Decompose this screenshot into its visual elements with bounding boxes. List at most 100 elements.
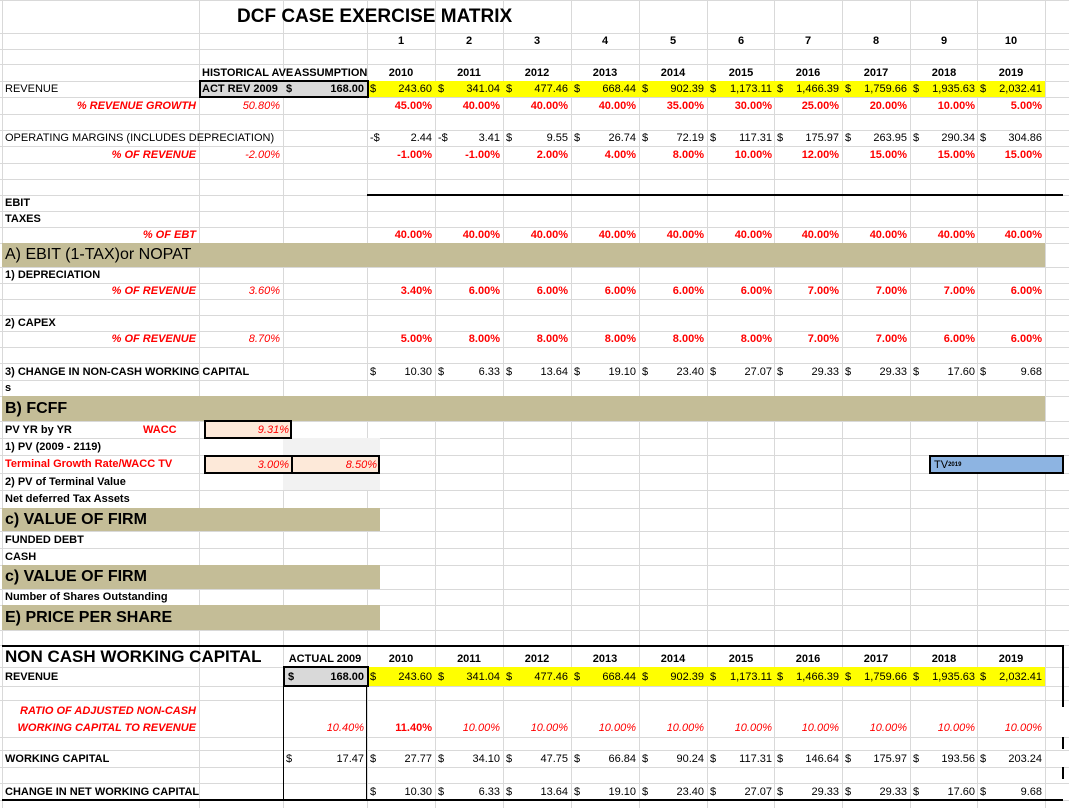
tax-pct-cell[interactable]: 40.00% (394, 229, 432, 241)
capex-pct-cell[interactable]: 7.00% (807, 333, 839, 345)
change-nwc-cell[interactable]: $10.30 (367, 783, 435, 800)
capex-pct-cell[interactable]: 8.00% (468, 333, 500, 345)
tax-pct-cell[interactable]: 40.00% (598, 229, 636, 241)
wacc-tv-input[interactable]: 8.50% (345, 458, 377, 471)
growth-cell[interactable]: 25.00% (801, 99, 839, 112)
depreciation-pct-cell[interactable]: 7.00% (875, 285, 907, 297)
op-pct-cell[interactable]: 8.00% (672, 148, 704, 161)
ncwc-actual-revenue[interactable]: $168.00 (285, 667, 367, 686)
revenue-cell[interactable]: $1,759.66 (842, 81, 910, 97)
operating-margin-cell[interactable]: $263.95 (842, 130, 910, 146)
change-ncwc-cell[interactable]: $9.68 (977, 363, 1045, 380)
ncwc-revenue-cell[interactable]: $2,032.41 (977, 667, 1045, 686)
ncwc-revenue-cell[interactable]: $341.04 (435, 667, 503, 686)
growth-cell[interactable]: 40.00% (598, 99, 636, 112)
ratio-cell[interactable]: 10.00% (462, 721, 500, 734)
op-pct-historical[interactable]: -2.00% (245, 148, 280, 161)
op-pct-cell[interactable]: -1.00% (397, 148, 432, 161)
working-capital-cell[interactable]: $117.31 (707, 750, 775, 767)
operating-margin-cell[interactable]: $117.31 (707, 130, 775, 146)
change-nwc-cell[interactable]: $29.33 (842, 783, 910, 800)
op-pct-cell[interactable]: 15.00% (1004, 148, 1042, 161)
tax-pct-cell[interactable]: 40.00% (801, 229, 839, 241)
tv-2019-cell[interactable]: TV 2019 (929, 455, 1064, 474)
change-ncwc-cell[interactable]: $19.10 (571, 363, 639, 380)
tax-pct-cell[interactable]: 40.00% (869, 229, 907, 241)
working-capital-cell[interactable]: $193.56 (910, 750, 978, 767)
tax-pct-cell[interactable]: 40.00% (462, 229, 500, 241)
growth-cell[interactable]: 40.00% (530, 99, 568, 112)
depreciation-pct-cell[interactable]: 6.00% (672, 285, 704, 297)
ratio-cell[interactable]: 10.00% (937, 721, 975, 734)
change-ncwc-cell[interactable]: $10.30 (367, 363, 435, 380)
operating-margin-cell[interactable]: $304.86 (977, 130, 1045, 146)
operating-margin-cell[interactable]: $175.97 (774, 130, 842, 146)
change-ncwc-cell[interactable]: $6.33 (435, 363, 503, 380)
act-rev-box[interactable] (199, 80, 369, 98)
capex-pct-cell[interactable]: 7.00% (875, 333, 907, 345)
depreciation-pct-cell[interactable]: 6.00% (536, 285, 568, 297)
revenue-cell[interactable]: $243.60 (367, 81, 435, 97)
depreciation-pct-cell[interactable]: 6.00% (468, 285, 500, 297)
operating-margin-cell[interactable]: $9.55 (503, 130, 571, 146)
ratio-actual[interactable]: 10.40% (326, 721, 364, 734)
ratio-cell[interactable]: 10.00% (734, 721, 772, 734)
capex-pct-cell[interactable]: 8.00% (740, 333, 772, 345)
revenue-cell[interactable]: $477.46 (503, 81, 571, 97)
wacc-input[interactable]: 9.31% (257, 423, 289, 436)
ncwc-revenue-cell[interactable]: $902.39 (639, 667, 707, 686)
capex-pct-cell[interactable]: 8.00% (672, 333, 704, 345)
growth-cell[interactable]: 45.00% (394, 99, 432, 112)
change-nwc-cell[interactable]: $29.33 (774, 783, 842, 800)
growth-cell[interactable]: 5.00% (1010, 99, 1042, 112)
working-capital-actual[interactable]: $17.47 (283, 750, 367, 767)
operating-margin-cell[interactable]: $290.34 (910, 130, 978, 146)
ncwc-revenue-cell[interactable]: $668.44 (571, 667, 639, 686)
op-pct-cell[interactable]: 2.00% (536, 148, 568, 161)
revenue-cell[interactable]: $1,935.63 (910, 81, 978, 97)
tax-pct-cell[interactable]: 40.00% (1004, 229, 1042, 241)
ratio-cell[interactable]: 10.00% (666, 721, 704, 734)
working-capital-cell[interactable]: $203.24 (977, 750, 1045, 767)
ratio-cell[interactable]: 10.00% (1004, 721, 1042, 734)
op-pct-cell[interactable]: 12.00% (801, 148, 839, 161)
change-nwc-cell[interactable]: $6.33 (435, 783, 503, 800)
ratio-cell[interactable]: 10.00% (801, 721, 839, 734)
wacc-input-box[interactable] (204, 420, 292, 439)
capex-pct-cell[interactable]: 5.00% (400, 333, 432, 345)
change-ncwc-cell[interactable]: $23.40 (639, 363, 707, 380)
ncwc-actual-revenue-box[interactable] (283, 666, 369, 687)
revenue-cell[interactable]: $1,173.11 (707, 81, 775, 97)
growth-cell[interactable]: 40.00% (462, 99, 500, 112)
op-pct-cell[interactable]: -1.00% (465, 148, 500, 161)
stray-text-cell[interactable]: s (5, 382, 12, 394)
depreciation-pct-cell[interactable]: 3.40% (400, 285, 432, 297)
growth-cell[interactable]: 20.00% (869, 99, 907, 112)
working-capital-cell[interactable]: $34.10 (435, 750, 503, 767)
change-ncwc-cell[interactable]: $17.60 (910, 363, 978, 380)
growth-cell[interactable]: 10.00% (937, 99, 975, 112)
ncwc-revenue-cell[interactable]: $1,173.11 (707, 667, 775, 686)
capex-pct-cell[interactable]: 6.00% (1010, 333, 1042, 345)
revenue-cell[interactable]: $668.44 (571, 81, 639, 97)
revenue-cell[interactable]: $902.39 (639, 81, 707, 97)
change-nwc-cell[interactable]: $19.10 (571, 783, 639, 800)
ncwc-revenue-cell[interactable]: $1,466.39 (774, 667, 842, 686)
working-capital-cell[interactable]: $66.84 (571, 750, 639, 767)
ncwc-revenue-cell[interactable]: $1,759.66 (842, 667, 910, 686)
depreciation-historical[interactable]: 3.60% (248, 285, 280, 297)
operating-margin-cell[interactable]: $26.74 (571, 130, 639, 146)
depreciation-pct-cell[interactable]: 7.00% (807, 285, 839, 297)
change-nwc-cell[interactable]: $17.60 (910, 783, 978, 800)
tax-pct-cell[interactable]: 40.00% (666, 229, 704, 241)
operating-margin-cell[interactable]: -$ 2.44 (367, 130, 435, 146)
tax-pct-cell[interactable]: 40.00% (734, 229, 772, 241)
ncwc-revenue-cell[interactable]: $477.46 (503, 667, 571, 686)
depreciation-pct-cell[interactable]: 7.00% (943, 285, 975, 297)
change-nwc-cell[interactable]: $9.68 (977, 783, 1045, 800)
revenue-cell[interactable]: $341.04 (435, 81, 503, 97)
working-capital-cell[interactable]: $146.64 (774, 750, 842, 767)
revenue-cell[interactable]: $2,032.41 (977, 81, 1045, 97)
change-nwc-cell[interactable]: $23.40 (639, 783, 707, 800)
tax-pct-cell[interactable]: 40.00% (530, 229, 568, 241)
